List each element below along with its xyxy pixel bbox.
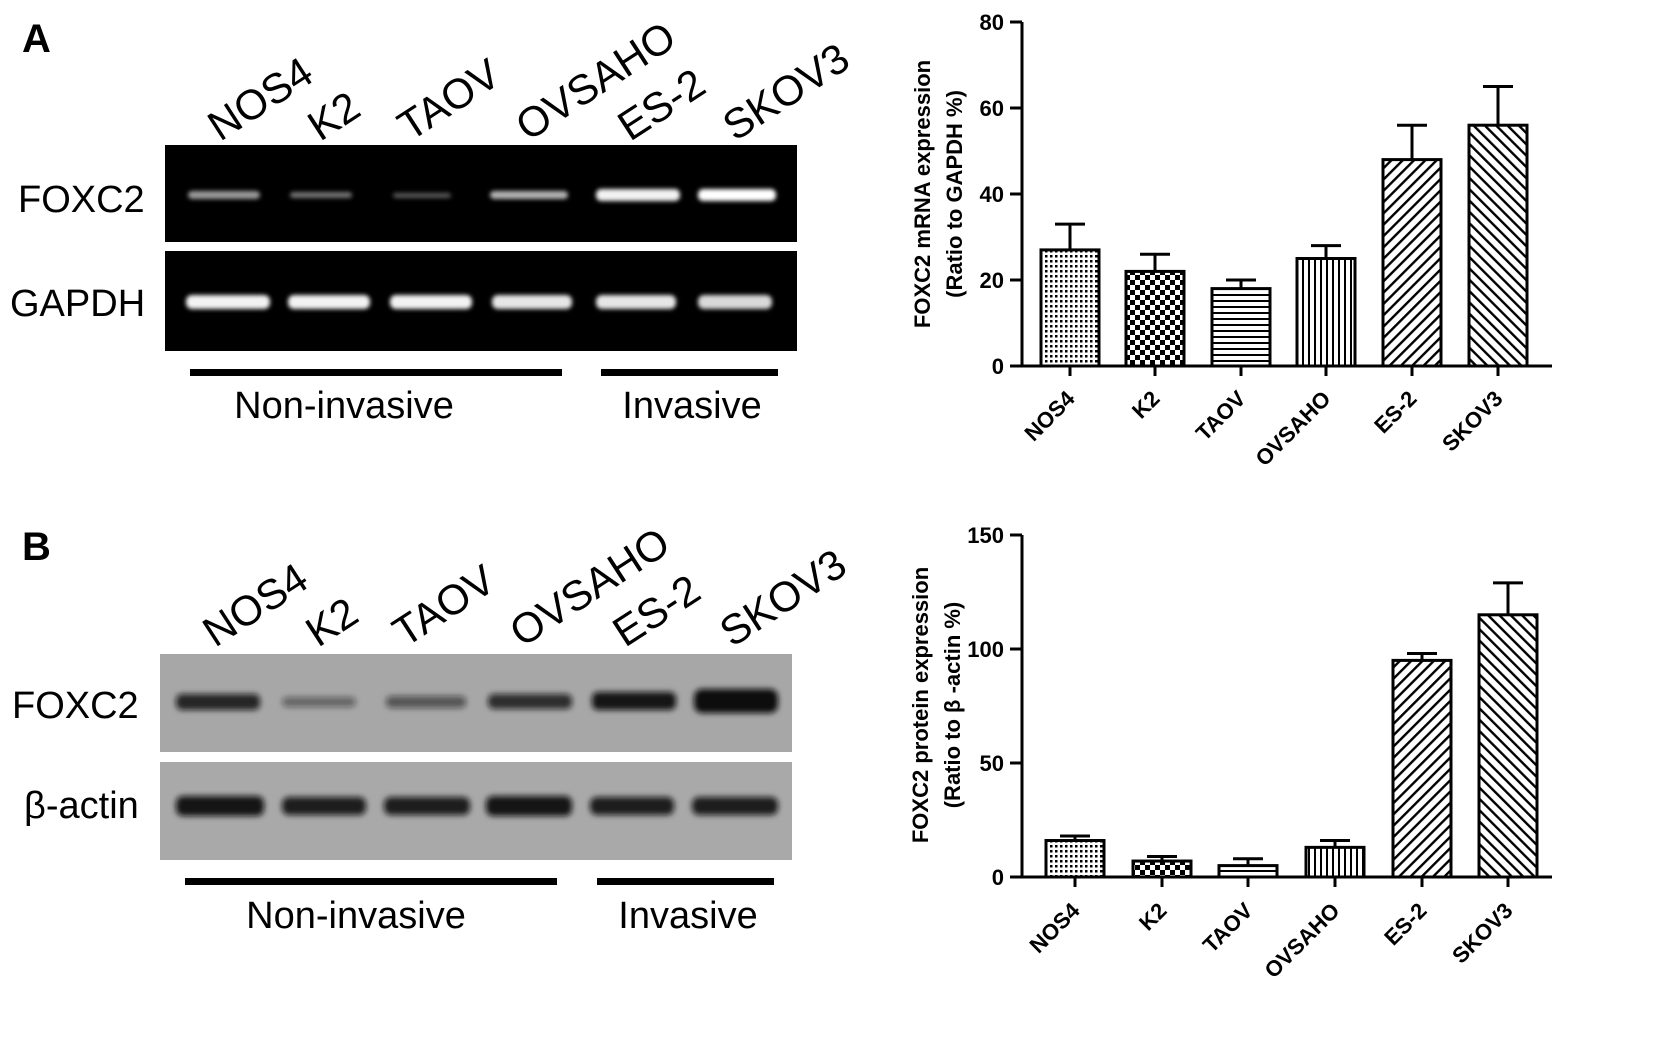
gel-image-gapdh <box>165 251 797 351</box>
y-tick-label: 0 <box>992 354 1004 379</box>
y-tick-label: 100 <box>967 637 1004 662</box>
y-tick-label: 80 <box>980 10 1004 35</box>
panel-a: A NOS4 K2 TAOV OVSAHO ES-2 SKOV3 FOXC2 G… <box>10 10 1552 471</box>
lane-label: NOS4 <box>194 554 316 656</box>
bar <box>1477 613 1539 879</box>
lane-labels-a: NOS4 K2 TAOV OVSAHO ES-2 SKOV3 <box>199 12 857 149</box>
bar <box>1304 845 1366 879</box>
x-tick-label: OVSAHO <box>1259 898 1344 983</box>
y-tick-label: 50 <box>980 751 1004 776</box>
panel-b: B NOS4 K2 TAOV OVSAHO ES-2 SKOV3 FOXC2 β… <box>12 518 1552 983</box>
panel-label-a: A <box>22 17 51 61</box>
row-label-beta-actin: β-actin <box>24 785 139 827</box>
western-blot-foxc2 <box>160 654 792 752</box>
group-line-invasive-a <box>601 369 778 376</box>
y-tick-label: 60 <box>980 96 1004 121</box>
lane-label: SKOV3 <box>714 34 857 150</box>
x-tick-label: SKOV3 <box>1447 898 1517 968</box>
chart-a: 0 20 40 60 80 FOXC2 mRNA expression (Ratio to … <box>910 10 1552 471</box>
x-tick-label: K2 <box>1134 898 1172 936</box>
y-tick-label: 40 <box>980 182 1004 207</box>
y-tick-label: 20 <box>980 268 1004 293</box>
x-tick-label: TAOV <box>1198 898 1258 958</box>
lane-label: TAOV <box>389 50 508 150</box>
group-line-non-invasive-a <box>190 369 562 376</box>
x-tick-label: ES-2 <box>1379 898 1431 950</box>
y-tick-label: 0 <box>992 865 1004 890</box>
x-tick-label: NOS4 <box>1024 897 1085 958</box>
group-label-non-invasive-b: Non-invasive <box>246 895 466 937</box>
bar <box>1210 287 1272 368</box>
bar <box>1124 269 1186 368</box>
bar <box>1467 123 1529 368</box>
x-tick-label: TAOV <box>1191 386 1251 446</box>
y-axis-label: (Ratio to β -actin %) <box>940 602 965 809</box>
x-tick-label: NOS4 <box>1019 385 1080 446</box>
bar <box>1381 158 1443 368</box>
gel-image-foxc2 <box>165 145 797 242</box>
row-label-foxc2-a: FOXC2 <box>18 179 145 221</box>
bar <box>1217 864 1279 879</box>
lane-labels-b: NOS4 K2 TAOV OVSAHO ES-2 SKOV3 <box>194 518 854 655</box>
group-label-invasive-a: Invasive <box>622 385 761 427</box>
chart-b: 0 50 100 150 FOXC2 protein expression (Ratio … <box>908 523 1552 983</box>
group-label-non-invasive-a: Non-invasive <box>234 385 454 427</box>
bar <box>1391 658 1453 879</box>
y-axis-label: FOXC2 mRNA expression <box>910 60 935 328</box>
y-axis-label: (Ratio to GAPDH %) <box>942 90 967 298</box>
bar <box>1131 859 1193 879</box>
row-label-foxc2-b: FOXC2 <box>12 685 139 727</box>
bar <box>1039 248 1101 368</box>
x-tick-label: OVSAHO <box>1250 386 1335 471</box>
row-label-gapdh: GAPDH <box>10 283 145 325</box>
y-tick-label: 150 <box>967 523 1004 548</box>
bar <box>1044 839 1106 879</box>
group-line-non-invasive-b <box>185 878 557 885</box>
panel-label-b: B <box>22 525 51 569</box>
group-label-invasive-b: Invasive <box>618 895 757 937</box>
x-tick-label: K2 <box>1127 386 1165 424</box>
bar <box>1295 257 1357 368</box>
lane-label: SKOV3 <box>711 540 854 656</box>
group-line-invasive-b <box>597 878 774 885</box>
x-tick-label: ES-2 <box>1369 386 1421 438</box>
lane-label: NOS4 <box>199 48 321 150</box>
western-blot-beta-actin <box>160 762 792 860</box>
y-axis-label: FOXC2 protein expression <box>908 567 933 843</box>
lane-label: TAOV <box>384 556 503 656</box>
x-tick-label: SKOV3 <box>1437 386 1507 456</box>
